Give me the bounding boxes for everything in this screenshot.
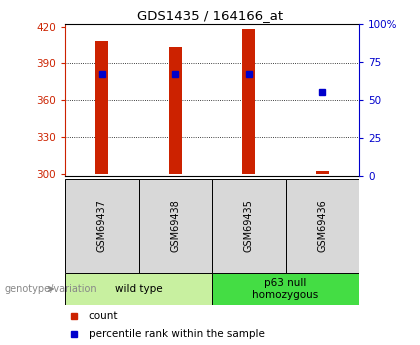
Bar — [316, 171, 329, 174]
Text: wild type: wild type — [115, 284, 163, 294]
Text: p63 null
homozygous: p63 null homozygous — [252, 278, 319, 300]
Bar — [95, 41, 108, 174]
Text: GSM69435: GSM69435 — [244, 199, 254, 253]
Text: GDS1435 / 164166_at: GDS1435 / 164166_at — [137, 9, 283, 22]
Bar — [65, 273, 212, 305]
Bar — [212, 273, 359, 305]
Bar — [286, 179, 359, 273]
Text: percentile rank within the sample: percentile rank within the sample — [89, 329, 265, 339]
Bar — [169, 47, 182, 174]
Bar — [212, 179, 286, 273]
Text: GSM69436: GSM69436 — [318, 200, 327, 252]
Bar — [242, 29, 255, 174]
Text: genotype/variation: genotype/variation — [4, 284, 97, 294]
Text: GSM69438: GSM69438 — [171, 200, 180, 252]
Bar — [65, 179, 139, 273]
Bar — [139, 179, 212, 273]
Text: GSM69437: GSM69437 — [97, 199, 107, 253]
Text: count: count — [89, 311, 118, 321]
